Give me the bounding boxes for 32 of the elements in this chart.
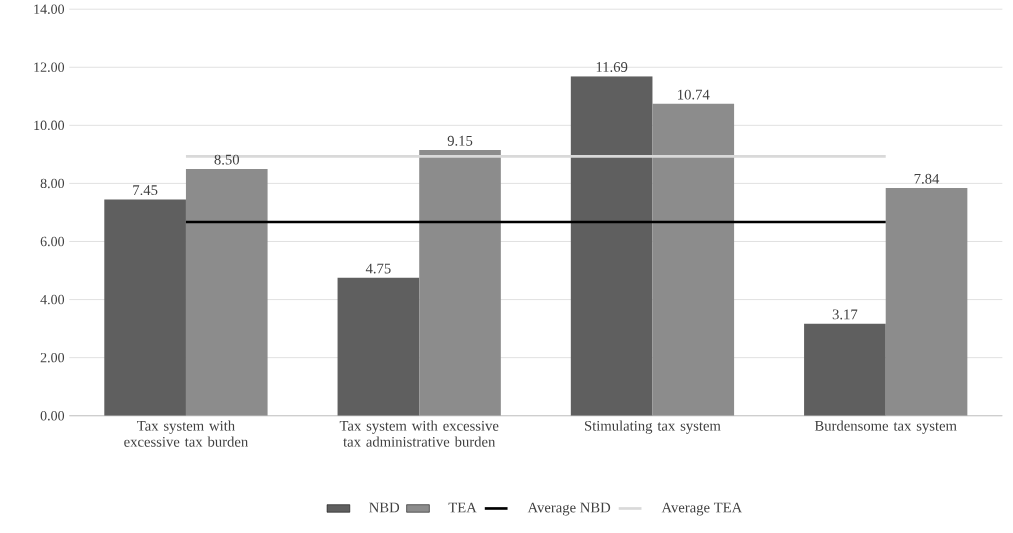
y-tick-label: 10.00 (34, 120, 65, 131)
y-tick-label: 8.00 (40, 178, 65, 189)
data-label: 7.45 (133, 185, 158, 196)
y-tick-label: 4.00 (40, 294, 65, 305)
legend-label: Average NBD (527, 502, 611, 516)
bar (104, 199, 186, 416)
bar (337, 277, 420, 416)
x-tick-label: Stimulating tax system (585, 420, 721, 434)
data-label: 4.75 (365, 263, 391, 274)
data-label: 9.15 (447, 135, 473, 146)
legend-label: TEA (448, 502, 477, 513)
y-tick-label: 6.00 (40, 236, 65, 247)
legend-label: Average TEA (661, 502, 743, 516)
bar (652, 103, 735, 416)
y-tick-label: 0.00 (40, 410, 65, 421)
x-tick-label: Burdensome tax system (814, 420, 957, 434)
bar (419, 150, 501, 416)
y-tick-label: 2.00 (40, 352, 65, 363)
x-tick-label: Tax system with excessive tax administrative burden (339, 420, 499, 447)
data-label: 10.74 (678, 89, 710, 100)
data-label: 7.84 (914, 173, 940, 184)
x-tick-label: Tax system with excessive tax burden (124, 420, 249, 447)
bar (804, 323, 886, 416)
bar (570, 76, 653, 416)
y-tick-label: 14.00 (34, 4, 65, 14)
bar (885, 188, 968, 416)
data-label: 3.17 (832, 309, 858, 320)
data-label: 8.50 (214, 154, 240, 165)
data-label: 11.69 (596, 62, 628, 72)
legend-label: NBD (369, 502, 400, 513)
y-tick-label: 12.00 (34, 62, 65, 73)
bar (185, 168, 268, 416)
